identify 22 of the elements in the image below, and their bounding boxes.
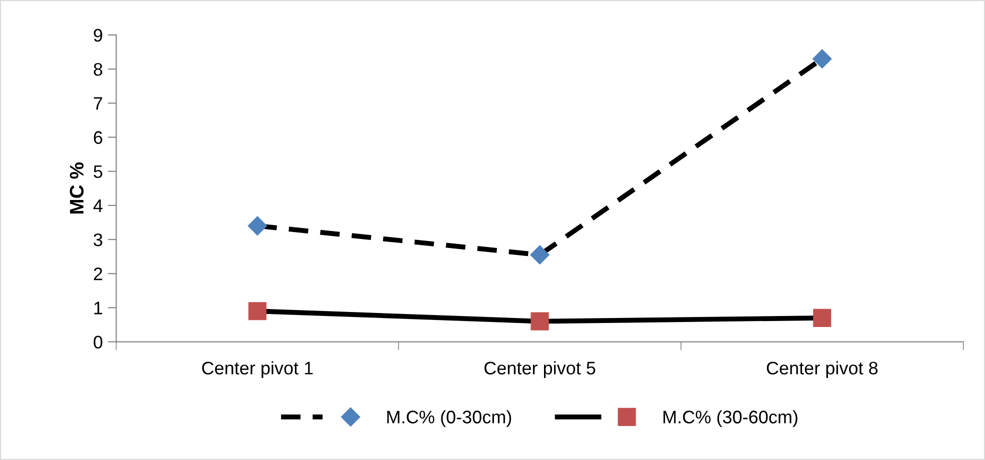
y-tick-label: 8	[94, 62, 102, 76]
y-tick-label: 6	[94, 131, 102, 144]
x-tick-label: Center pivot 5	[484, 361, 596, 378]
point	[248, 216, 267, 236]
legend-label: M.C% (0-30cm)	[387, 410, 512, 428]
point	[813, 308, 832, 327]
point	[812, 49, 832, 68]
y-tick-label: 2	[94, 268, 102, 280]
x-tick-label: Center pivot 1	[202, 361, 313, 378]
y-tick-label: 0	[94, 336, 102, 348]
y-tick-label: 9	[94, 28, 102, 42]
y-tick-label: 7	[94, 97, 102, 110]
y-tick-label: 3	[94, 233, 102, 246]
point	[248, 302, 266, 320]
y-axis-title: MC %	[70, 162, 84, 214]
x-tick-label: Center pivot 8	[766, 361, 878, 378]
legend-label: M.C% (30-60cm)	[664, 410, 798, 428]
point	[530, 245, 550, 264]
y-tick-label: 4	[93, 200, 103, 212]
y-tick-label: 5	[94, 165, 102, 178]
point	[530, 312, 549, 330]
y-tick-label: 1	[94, 302, 102, 314]
